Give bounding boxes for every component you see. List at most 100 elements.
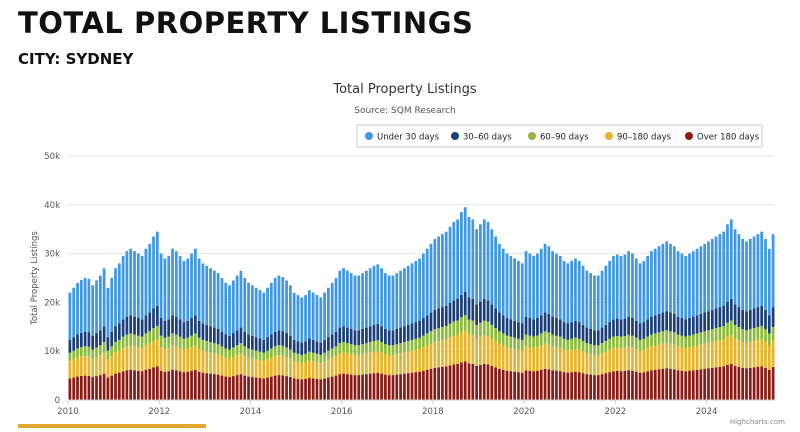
- bar-segment[interactable]: [87, 346, 91, 357]
- bar-segment[interactable]: [79, 279, 83, 333]
- bar-segment[interactable]: [216, 354, 220, 375]
- bar-segment[interactable]: [539, 345, 543, 370]
- bar-segment[interactable]: [600, 374, 604, 400]
- bar-segment[interactable]: [372, 373, 376, 400]
- bar-segment[interactable]: [517, 349, 520, 373]
- bar-segment[interactable]: [703, 368, 707, 400]
- bar-segment[interactable]: [741, 342, 745, 368]
- bar-segment[interactable]: [494, 236, 497, 309]
- bar-segment[interactable]: [688, 335, 691, 348]
- bar-segment[interactable]: [661, 312, 665, 332]
- bar-segment[interactable]: [315, 295, 319, 342]
- bar-segment[interactable]: [148, 368, 152, 400]
- bar-segment[interactable]: [91, 377, 95, 400]
- bar-segment[interactable]: [665, 311, 669, 331]
- bar-segment[interactable]: [418, 337, 421, 350]
- bar-segment[interactable]: [669, 312, 672, 332]
- bar-segment[interactable]: [490, 229, 494, 305]
- bar-segment[interactable]: [98, 275, 102, 331]
- bar-segment[interactable]: [585, 327, 589, 344]
- bar-segment[interactable]: [448, 226, 452, 303]
- bar-segment[interactable]: [764, 342, 767, 368]
- bar-segment[interactable]: [239, 374, 243, 400]
- bar-segment[interactable]: [357, 375, 361, 400]
- bar-segment[interactable]: [292, 292, 296, 340]
- bar-segment[interactable]: [703, 312, 707, 332]
- bar-segment[interactable]: [486, 221, 490, 301]
- bar-segment[interactable]: [513, 320, 516, 338]
- bar-segment[interactable]: [114, 326, 117, 343]
- bar-segment[interactable]: [133, 316, 136, 335]
- bar-segment[interactable]: [513, 371, 516, 400]
- bar-segment[interactable]: [262, 352, 266, 362]
- bar-segment[interactable]: [634, 258, 638, 321]
- bar-segment[interactable]: [171, 248, 174, 316]
- bar-segment[interactable]: [167, 336, 171, 349]
- bar-segment[interactable]: [425, 369, 429, 400]
- bar-segment[interactable]: [380, 326, 383, 343]
- bar-segment[interactable]: [102, 342, 106, 353]
- bar-segment[interactable]: [365, 270, 368, 328]
- bar-segment[interactable]: [437, 367, 440, 400]
- bar-segment[interactable]: [391, 345, 395, 356]
- bar-segment[interactable]: [247, 376, 250, 400]
- bar-segment[interactable]: [76, 348, 79, 358]
- bar-segment[interactable]: [144, 248, 148, 316]
- bar-segment[interactable]: [615, 254, 619, 319]
- bar-segment[interactable]: [288, 358, 292, 378]
- bar-segment[interactable]: [688, 253, 691, 319]
- bar-segment[interactable]: [699, 332, 703, 345]
- bar-segment[interactable]: [212, 374, 216, 400]
- bar-segment[interactable]: [680, 335, 684, 348]
- bar-segment[interactable]: [231, 347, 235, 357]
- bar-segment[interactable]: [300, 342, 304, 355]
- bar-segment[interactable]: [361, 374, 364, 400]
- bar-segment[interactable]: [627, 251, 631, 317]
- bar-segment[interactable]: [95, 333, 98, 348]
- bar-segment[interactable]: [231, 356, 235, 377]
- legend-label-60-90[interactable]: 60–90 days: [540, 133, 589, 143]
- legend-marker-under-30[interactable]: [365, 132, 373, 140]
- bar-segment[interactable]: [547, 332, 551, 345]
- bar-segment[interactable]: [288, 377, 292, 400]
- bar-segment[interactable]: [224, 357, 228, 377]
- bar-segment[interactable]: [566, 323, 570, 340]
- bar-segment[interactable]: [220, 375, 224, 400]
- bar-segment[interactable]: [665, 342, 669, 369]
- bar-segment[interactable]: [220, 278, 224, 332]
- bar-segment[interactable]: [98, 355, 102, 376]
- bar-segment[interactable]: [672, 344, 676, 370]
- bar-segment[interactable]: [752, 367, 756, 400]
- bar-segment[interactable]: [733, 324, 737, 339]
- bar-segment[interactable]: [619, 371, 623, 400]
- bar-segment[interactable]: [76, 376, 79, 400]
- bar-segment[interactable]: [608, 322, 612, 339]
- bar-segment[interactable]: [311, 378, 315, 400]
- bar-segment[interactable]: [174, 251, 178, 317]
- bar-segment[interactable]: [596, 345, 600, 356]
- bar-segment[interactable]: [566, 372, 570, 400]
- bar-segment[interactable]: [764, 367, 767, 400]
- bar-segment[interactable]: [87, 356, 91, 376]
- bar-segment[interactable]: [121, 371, 125, 400]
- bar-segment[interactable]: [543, 343, 547, 369]
- bar-segment[interactable]: [589, 273, 593, 329]
- bar-segment[interactable]: [406, 351, 410, 374]
- bar-segment[interactable]: [197, 258, 201, 321]
- bar-segment[interactable]: [247, 357, 250, 377]
- bar-segment[interactable]: [262, 292, 266, 340]
- bar-segment[interactable]: [547, 246, 551, 314]
- bar-segment[interactable]: [460, 294, 463, 318]
- bar-segment[interactable]: [285, 333, 288, 348]
- bar-segment[interactable]: [501, 315, 505, 334]
- bar-segment[interactable]: [726, 336, 729, 365]
- bar-segment[interactable]: [125, 316, 129, 335]
- bar-segment[interactable]: [125, 251, 129, 317]
- bar-segment[interactable]: [266, 287, 269, 338]
- bar-segment[interactable]: [342, 352, 345, 374]
- bar-segment[interactable]: [250, 377, 254, 400]
- bar-segment[interactable]: [707, 241, 710, 312]
- bar-segment[interactable]: [247, 348, 250, 358]
- bar-segment[interactable]: [323, 339, 326, 353]
- bar-segment[interactable]: [353, 375, 357, 400]
